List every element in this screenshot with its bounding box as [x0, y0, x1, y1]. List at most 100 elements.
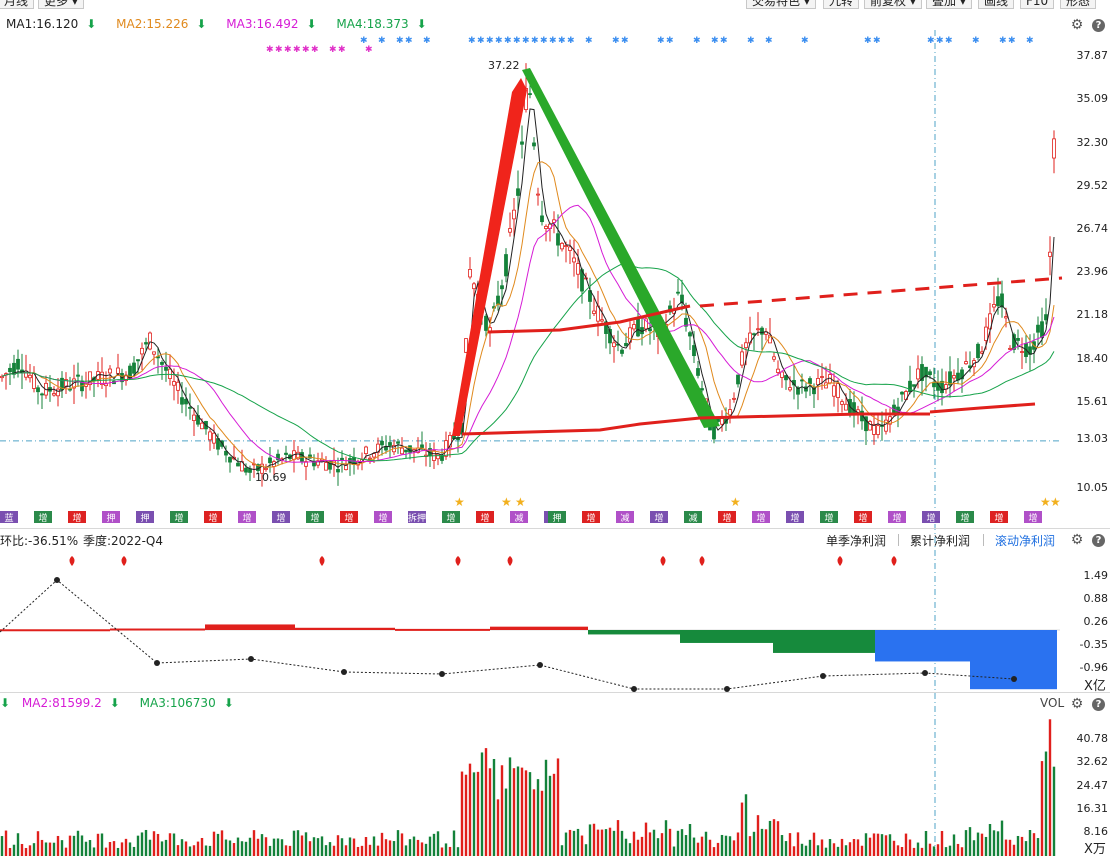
volume-bar — [856, 839, 860, 856]
candle-body — [216, 438, 220, 450]
profit-ratio-point — [154, 660, 160, 666]
event-tag[interactable]: 押 — [102, 511, 120, 524]
event-tag-bg — [238, 511, 256, 523]
event-tag-label: 增 — [72, 512, 81, 524]
event-tag[interactable]: 增 — [374, 511, 392, 524]
event-tag[interactable]: 增 — [956, 511, 974, 524]
volume-bar — [656, 838, 660, 856]
volume-bar — [368, 844, 372, 856]
tab-rolling-profit[interactable]: 滚动净利润 — [995, 534, 1056, 548]
volume-bar — [868, 837, 872, 856]
candle-body — [940, 380, 944, 394]
volume-bar — [852, 839, 856, 856]
volume-bar — [864, 833, 868, 856]
event-tag[interactable]: 增 — [820, 511, 838, 524]
profit-bar — [0, 629, 110, 632]
candle-body — [468, 269, 472, 278]
toolbar-jiuzhuan-button[interactable]: 九转 — [823, 0, 860, 9]
vol-ma2-value: MA2:81599.2 — [21, 696, 102, 710]
event-tag[interactable]: 增 — [888, 511, 906, 524]
event-tag[interactable]: 增 — [650, 511, 668, 524]
toolbar-overlay-button[interactable]: 叠加 ▾ — [926, 0, 972, 9]
tab-quarterly-profit[interactable]: 单季净利润 — [826, 534, 887, 548]
help-icon[interactable]: ? — [1092, 19, 1105, 32]
event-tag[interactable]: 增 — [752, 511, 770, 524]
event-tag[interactable]: 增 — [990, 511, 1008, 524]
candle-body — [852, 402, 856, 414]
price-tick: 21.18 — [1076, 308, 1109, 321]
vol-ma3-label: MA3:106730 ⬇ — [140, 696, 242, 710]
signal-marker: ✱ — [423, 36, 431, 46]
candle-body — [472, 283, 476, 290]
candle-body — [268, 457, 272, 464]
event-tag-label: 增 — [174, 512, 183, 524]
event-tag[interactable]: 增 — [272, 511, 290, 524]
event-tag-label: 增 — [242, 512, 251, 524]
event-tag[interactable]: 押 — [548, 511, 566, 524]
candle-body — [780, 371, 784, 378]
volume-tick: 16.31 — [1076, 802, 1109, 815]
help-icon[interactable]: ? — [1092, 698, 1105, 711]
event-tag[interactable]: 增 — [718, 511, 736, 524]
candle-body — [600, 319, 604, 322]
event-tag[interactable]: 增 — [68, 511, 86, 524]
toolbar-pattern-button[interactable]: 形态 — [1060, 0, 1097, 9]
volume-bar — [524, 770, 528, 856]
event-tag[interactable]: 增 — [1024, 511, 1042, 524]
volume-bar — [60, 840, 64, 856]
event-tag[interactable]: 拆押 — [408, 511, 426, 524]
event-tag[interactable]: 增 — [238, 511, 256, 524]
volume-bar — [188, 846, 192, 856]
star-icon: ★ — [730, 495, 741, 509]
toolbar-draw-button[interactable]: 画线 — [978, 0, 1015, 9]
event-tag[interactable]: 增 — [582, 511, 600, 524]
toolbar-trade-features-button[interactable]: 交易特色 ▾ — [746, 0, 816, 9]
event-tag-label: 减 — [688, 512, 697, 524]
event-tag[interactable]: 增 — [476, 511, 494, 524]
volume-bar — [880, 834, 884, 856]
event-tag-bg — [0, 511, 18, 523]
signal-marker: ✱ — [1008, 36, 1016, 46]
event-tag[interactable]: 押 — [136, 511, 154, 524]
event-tag[interactable]: 增 — [34, 511, 52, 524]
help-icon[interactable]: ? — [1092, 534, 1105, 547]
event-tag[interactable]: 减 — [616, 511, 634, 524]
tab-cumulative-profit[interactable]: 累计净利润 — [910, 534, 971, 548]
event-tag-bg — [340, 511, 358, 523]
volume-bar — [924, 830, 928, 856]
gear-icon[interactable]: ⚙ — [1070, 696, 1084, 712]
event-tag-label: 押 — [552, 512, 561, 524]
volume-bar — [52, 842, 56, 856]
toolbar-f10-button[interactable]: F10 — [1020, 0, 1055, 9]
toolbar-adjust-button[interactable]: 前复权 ▾ — [864, 0, 922, 9]
signal-marker: ✱ — [558, 36, 566, 46]
event-tag[interactable]: 增 — [204, 511, 222, 524]
event-tag[interactable]: 蓝 — [0, 511, 18, 524]
volume-bar — [448, 846, 452, 856]
event-tag[interactable]: 增 — [170, 511, 188, 524]
toolbar-monthly-button[interactable]: 月线 — [0, 0, 35, 9]
resistance-line — [487, 304, 691, 334]
profit-ratio-point — [439, 671, 445, 677]
volume-bar — [632, 831, 636, 856]
event-tag[interactable]: 增 — [922, 511, 940, 524]
event-tag[interactable]: 增 — [854, 511, 872, 524]
signal-marker: ✱ — [936, 36, 944, 46]
volume-bar — [780, 835, 784, 856]
event-tag[interactable]: 减 — [684, 511, 702, 524]
event-tag[interactable]: 增 — [442, 511, 460, 524]
event-tag[interactable]: 减 — [510, 511, 528, 524]
event-tag[interactable]: 增 — [306, 511, 324, 524]
volume-bar — [300, 835, 304, 856]
toolbar-more-button[interactable]: 更多 ▾ — [38, 0, 84, 9]
candle-body — [40, 393, 44, 396]
volume-bar — [412, 836, 416, 856]
event-tag[interactable]: 增 — [340, 511, 358, 524]
gear-icon[interactable]: ⚙ — [1070, 532, 1084, 548]
signal-marker: ✱ — [266, 45, 274, 55]
gear-icon[interactable]: ⚙ — [1070, 17, 1084, 33]
volume-bar — [824, 847, 828, 856]
event-tag[interactable]: 增 — [786, 511, 804, 524]
volume-bar — [908, 839, 912, 856]
